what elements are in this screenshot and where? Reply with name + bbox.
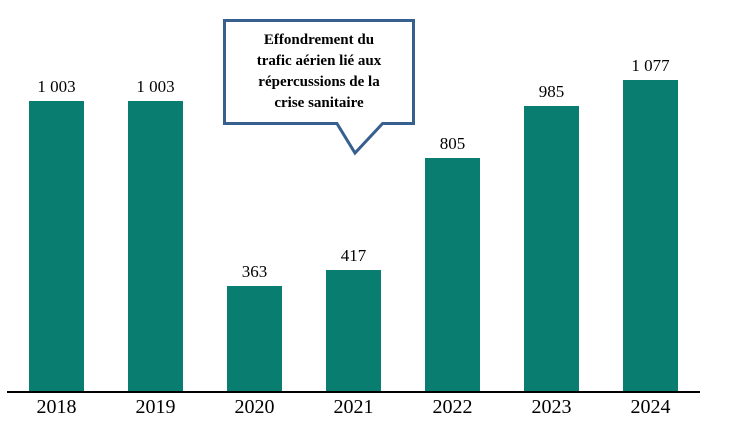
bar: [29, 101, 84, 391]
bar: [623, 80, 678, 391]
annotation-line: trafic aérien lié aux: [256, 53, 382, 69]
bar-column: 1 003: [106, 77, 205, 391]
x-axis-tick-label: 2018: [36, 396, 77, 418]
bar-value-label: 417: [340, 246, 367, 265]
bar-column: 417: [304, 246, 403, 391]
annotation-callout: Effondrement du trafic aérien lié aux ré…: [223, 19, 415, 125]
bar-value-label: 805: [439, 134, 466, 153]
bar: [128, 101, 183, 391]
x-axis-labels: 2018 2019 2020 2021 2022 2023 2024: [7, 396, 700, 419]
bar: [524, 106, 579, 391]
x-axis-tick-label: 2020: [234, 396, 275, 418]
annotation-line: Effondrement du: [263, 32, 375, 48]
bar: [326, 270, 381, 391]
bar: [227, 286, 282, 391]
bar-column: 985: [502, 82, 601, 391]
bar-column: 363: [205, 262, 304, 391]
bar-column: 1 003: [7, 77, 106, 391]
bar-value-label: 1 003: [37, 77, 76, 96]
bar-column: 1 077: [601, 56, 700, 391]
x-axis-tick-label: 2022: [432, 396, 473, 418]
x-axis-tick-label: 2023: [531, 396, 572, 418]
annotation-line: crise sanitaire: [274, 95, 364, 111]
x-axis-tick-label: 2024: [630, 396, 671, 418]
bar-value-label: 985: [538, 82, 565, 101]
x-axis-tick-label: 2019: [135, 396, 176, 418]
bar-value-label: 363: [241, 262, 268, 281]
bar-value-label: 1 003: [136, 77, 175, 96]
bar-value-label: 1 077: [631, 56, 670, 75]
x-axis-line: [7, 391, 700, 393]
plot-area: 1 003 1 003 363 417 805 985 1 077: [7, 26, 700, 391]
bar: [425, 158, 480, 391]
bar-column: 805: [403, 134, 502, 391]
x-axis-tick-label: 2021: [333, 396, 374, 418]
callout-tail-icon: [334, 122, 386, 156]
annotation-line: répercussions de la: [258, 74, 380, 90]
